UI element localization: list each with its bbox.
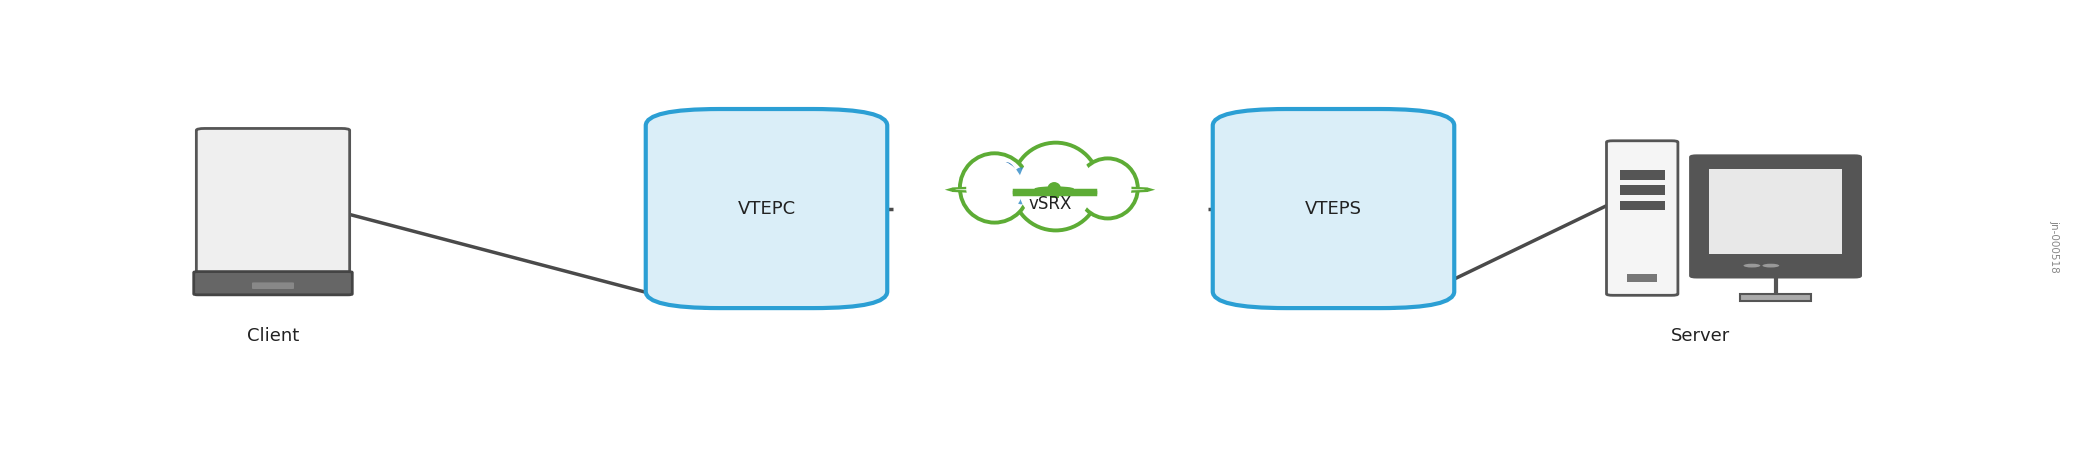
FancyBboxPatch shape <box>252 283 294 289</box>
Text: VTEPS: VTEPS <box>1304 200 1363 218</box>
Bar <box>1628 274 1657 282</box>
FancyBboxPatch shape <box>193 272 353 295</box>
Ellipse shape <box>1084 164 1132 212</box>
Ellipse shape <box>1077 158 1138 219</box>
Ellipse shape <box>993 162 1018 210</box>
Circle shape <box>1762 264 1779 267</box>
Ellipse shape <box>1048 182 1060 196</box>
Ellipse shape <box>1027 173 1042 198</box>
Ellipse shape <box>966 160 1023 216</box>
Ellipse shape <box>1077 158 1138 219</box>
Bar <box>1619 185 1665 195</box>
FancyArrow shape <box>1050 187 1058 198</box>
Bar <box>1619 201 1665 210</box>
Text: jn-000518: jn-000518 <box>2050 220 2058 273</box>
Bar <box>1709 169 1842 255</box>
Text: VTEPC: VTEPC <box>737 200 796 218</box>
Ellipse shape <box>951 188 1149 191</box>
Ellipse shape <box>1012 143 1100 230</box>
Circle shape <box>1743 264 1760 267</box>
FancyBboxPatch shape <box>647 109 886 308</box>
Ellipse shape <box>1012 143 1100 230</box>
FancyBboxPatch shape <box>197 128 349 274</box>
FancyBboxPatch shape <box>1606 141 1678 295</box>
Bar <box>1741 294 1810 301</box>
Ellipse shape <box>960 153 1029 223</box>
Ellipse shape <box>1010 167 1031 204</box>
FancyBboxPatch shape <box>1690 156 1861 277</box>
Text: Client: Client <box>248 327 298 345</box>
Ellipse shape <box>960 153 1029 223</box>
Text: vSRX: vSRX <box>1029 195 1071 213</box>
Bar <box>1619 170 1665 180</box>
Ellipse shape <box>956 189 1144 191</box>
FancyBboxPatch shape <box>1214 109 1453 308</box>
Text: Server: Server <box>1672 327 1730 345</box>
Ellipse shape <box>1018 149 1094 224</box>
